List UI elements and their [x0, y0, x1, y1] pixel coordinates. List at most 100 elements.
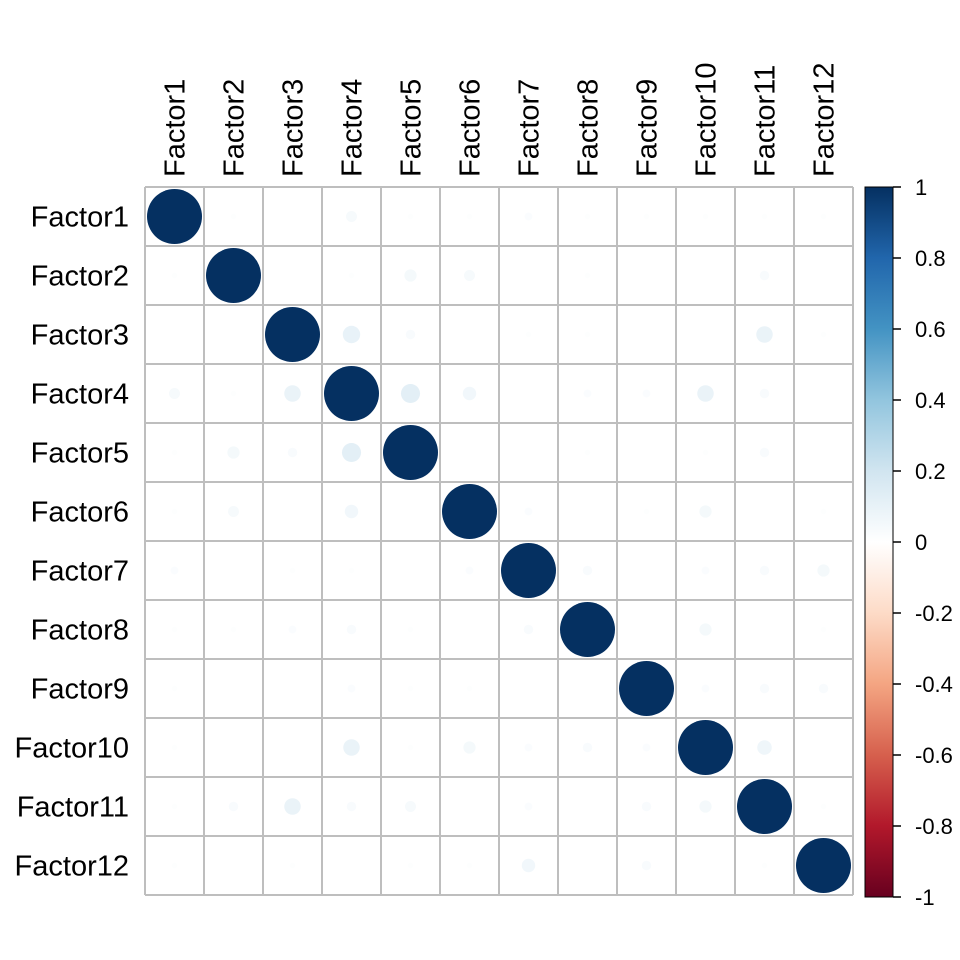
corr-circle-Factor5-Factor2 — [227, 446, 240, 459]
row-labels: Factor1 Factor2 Factor3 Factor4 Factor5 Facto… — [15, 202, 129, 883]
corr-circle-Factor7-Factor6 — [465, 566, 474, 575]
corr-circle-Factor5-Factor3 — [287, 447, 298, 458]
column-label: Factor1 — [160, 79, 192, 177]
colorbar-tick-label: 0.8 — [915, 246, 946, 271]
corr-circle-Factor11-Factor7 — [524, 802, 533, 811]
corr-circle-Factor10-Factor8 — [582, 742, 593, 753]
corr-circle-Factor7-Factor3 — [289, 567, 296, 574]
corr-circle-Factor1-Factor1 — [147, 189, 202, 244]
corr-circle-Factor4-Factor8 — [583, 389, 592, 398]
corr-circle-Factor7-Factor11 — [759, 565, 770, 576]
corr-circle-Factor12-Factor7 — [521, 858, 536, 873]
corr-circle-Factor6-Factor12 — [820, 508, 827, 515]
corr-circle-Factor4-Factor9 — [642, 389, 651, 398]
colorbar-tick-label: -1 — [915, 885, 935, 910]
corr-circle-Factor8-Factor12 — [820, 626, 827, 633]
colorbar-tick-label: 0 — [915, 530, 927, 555]
column-label: Factor12 — [809, 63, 841, 177]
row-label: Factor12 — [15, 851, 129, 883]
corr-circle-Factor11-Factor10 — [699, 800, 712, 813]
corr-circle-Factor12-Factor12 — [796, 838, 851, 893]
corr-circle-Factor5-Factor4 — [341, 442, 362, 463]
column-label: Factor4 — [337, 79, 369, 177]
corr-circle-Factor11-Factor12 — [820, 803, 827, 810]
colorbar-tick-label: 0.4 — [915, 388, 946, 413]
corr-circle-Factor7-Factor12 — [817, 564, 830, 577]
corr-circle-Factor8-Factor2 — [230, 626, 237, 633]
corr-circle-Factor9-Factor12 — [818, 683, 829, 694]
column-label: Factor9 — [632, 79, 664, 177]
corr-circle-Factor12-Factor5 — [407, 862, 414, 869]
corr-circle-Factor9-Factor10 — [701, 684, 710, 693]
corr-circle-Factor8-Factor3 — [288, 625, 297, 634]
corr-circle-Factor2-Factor2 — [206, 248, 261, 303]
corr-circle-Factor11-Factor4 — [346, 801, 357, 812]
corr-circle-Factor6-Factor1 — [171, 508, 178, 515]
corr-circle-Factor11-Factor1 — [171, 803, 178, 810]
column-labels: Factor1 Factor2 Factor3 Factor4 Factor5 Facto… — [160, 63, 841, 177]
corr-circle-Factor1-Factor2 — [230, 213, 237, 220]
corr-circle-Factor11-Factor2 — [228, 801, 239, 812]
column-label: Factor2 — [219, 79, 251, 177]
corr-circle-Factor6-Factor7 — [524, 507, 533, 516]
corr-circle-Factor5-Factor5 — [383, 425, 438, 480]
corr-circle-Factor4-Factor6 — [462, 386, 477, 401]
corr-circle-Factor2-Factor6 — [464, 270, 475, 281]
corr-circle-Factor4-Factor10 — [697, 385, 714, 402]
corr-circle-Factor10-Factor10 — [678, 720, 733, 775]
row-label: Factor5 — [31, 438, 129, 470]
corr-circle-Factor10-Factor5 — [407, 744, 414, 751]
column-label: Factor11 — [750, 65, 782, 177]
row-label: Factor10 — [15, 733, 129, 765]
row-label: Factor7 — [31, 556, 129, 588]
corr-circle-Factor10-Factor6 — [463, 741, 476, 754]
matrix-gridlines — [144, 186, 854, 896]
corr-circle-Factor10-Factor9 — [642, 743, 651, 752]
corr-circle-Factor6-Factor10 — [699, 505, 712, 518]
corr-circle-Factor10-Factor11 — [757, 740, 772, 755]
corr-circle-Factor7-Factor1 — [170, 566, 179, 575]
corr-circle-Factor4-Factor11 — [759, 388, 770, 399]
corr-circle-Factor6-Factor4 — [344, 504, 359, 519]
corr-circle-Factor12-Factor11 — [761, 862, 768, 869]
row-label: Factor9 — [31, 674, 129, 706]
corr-circle-Factor10-Factor4 — [343, 739, 360, 756]
corr-circle-Factor4-Factor5 — [400, 383, 421, 404]
column-label: Factor7 — [514, 79, 546, 177]
corr-circle-Factor2-Factor8 — [584, 272, 591, 279]
row-label: Factor3 — [31, 320, 129, 352]
corr-circle-Factor3-Factor4 — [342, 325, 361, 344]
corr-circle-Factor1-Factor4 — [346, 211, 357, 222]
corr-circle-Factor7-Factor10 — [701, 566, 710, 575]
corr-circle-Factor4-Factor4 — [324, 366, 379, 421]
corr-circle-Factor5-Factor10 — [702, 449, 709, 456]
corr-circle-Factor6-Factor2 — [228, 506, 239, 517]
corr-circle-Factor8-Factor5 — [407, 626, 414, 633]
corr-circle-Factor1-Factor10 — [702, 213, 709, 220]
corr-circle-Factor11-Factor3 — [284, 798, 301, 815]
corr-circle-Factor3-Factor7 — [525, 331, 532, 338]
corr-circle-Factor1-Factor7 — [524, 212, 533, 221]
corr-circle-Factor5-Factor1 — [171, 449, 178, 456]
corr-circle-Factor10-Factor1 — [171, 744, 178, 751]
corr-circle-Factor4-Factor3 — [284, 385, 301, 402]
colorbar-tick-label: -0.4 — [915, 672, 953, 697]
column-label: Factor10 — [691, 63, 723, 177]
colorbar-tick-label: 1 — [915, 175, 927, 200]
corr-circle-Factor3-Factor12 — [820, 331, 827, 338]
row-label: Factor1 — [31, 202, 129, 234]
colorbar-tick-label: 0.6 — [915, 317, 946, 342]
colorbar-gradient — [864, 186, 894, 898]
corr-circle-Factor2-Factor5 — [404, 269, 417, 282]
colorbar-legend: 1 0.8 0.6 0.4 0.2 0 -0.2 -0.4 -0.6 -0.8 -1 — [864, 175, 953, 910]
corr-circle-Factor9-Factor1 — [171, 685, 178, 692]
corr-circle-Factor7-Factor8 — [582, 565, 593, 576]
corr-circle-Factor3-Factor5 — [405, 329, 416, 340]
column-label: Factor3 — [278, 79, 310, 177]
corr-circle-Factor8-Factor1 — [171, 626, 178, 633]
corr-circle-Factor9-Factor4 — [347, 684, 356, 693]
colorbar-ticks: 1 0.8 0.6 0.4 0.2 0 -0.2 -0.4 -0.6 -0.8 -1 — [893, 175, 953, 910]
colorbar-tick-label: -0.8 — [915, 814, 953, 839]
corr-circle-Factor3-Factor3 — [265, 307, 320, 362]
